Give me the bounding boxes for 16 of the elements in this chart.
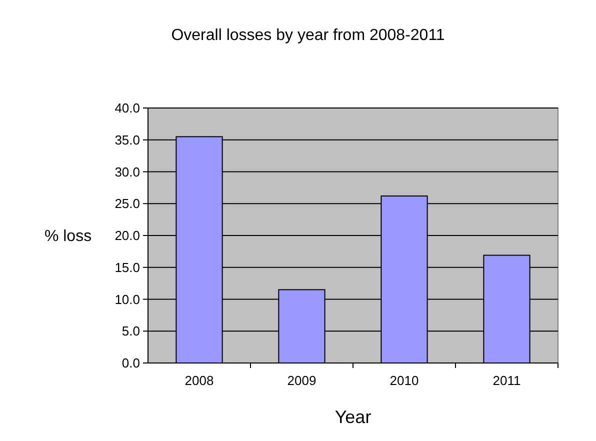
- y-tick-label: 20.0: [114, 228, 140, 244]
- y-tick-label: 35.0: [114, 132, 140, 148]
- chart-title: Overall losses by year from 2008-2011: [171, 27, 445, 44]
- x-tick-label: 2010: [390, 373, 419, 388]
- x-tick-label: 2011: [492, 373, 521, 388]
- x-tick-label: 2008: [184, 373, 214, 388]
- y-tick-label: 10.0: [114, 292, 140, 307]
- y-tick-label: 40.0: [114, 100, 140, 116]
- x-axis-title: Year: [334, 407, 372, 427]
- y-tick-label: 15.0: [114, 260, 140, 275]
- y-tick-label: 0.0: [122, 356, 140, 371]
- y-axis-title: % loss: [44, 228, 92, 246]
- y-tick-label: 30.0: [114, 164, 140, 180]
- y-tick-label: 5.0: [122, 324, 140, 339]
- x-tick-label: 2009: [287, 373, 316, 388]
- y-tick-label: 25.0: [114, 196, 140, 212]
